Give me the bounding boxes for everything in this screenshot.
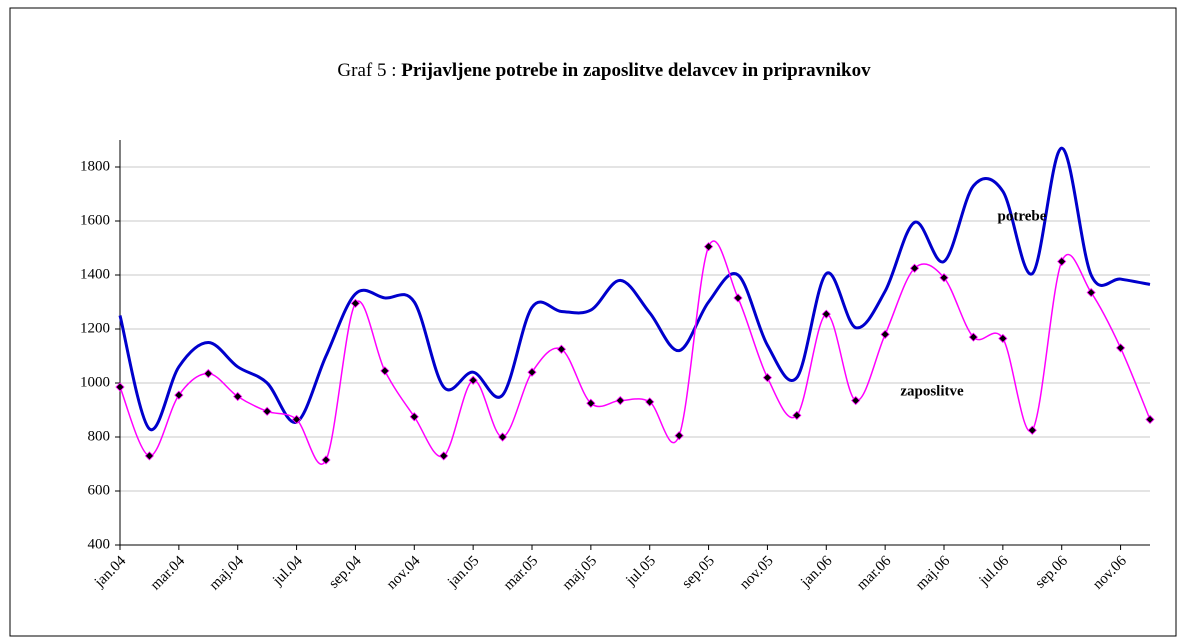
series-label: potrebe: [998, 208, 1047, 224]
y-tick-label: 1400: [80, 266, 110, 282]
data-marker: [615, 395, 625, 406]
title-main: Prijavljene potrebe in zaposlitve delavc…: [401, 60, 871, 81]
data-marker: [468, 375, 478, 385]
data-marker: [292, 414, 302, 425]
data-marker: [762, 373, 772, 383]
data-marker: [968, 332, 978, 342]
data-marker: [851, 395, 861, 406]
data-marker: [674, 431, 684, 441]
y-tick-label: 1000: [80, 374, 110, 390]
data-marker: [350, 298, 360, 308]
data-marker: [1145, 414, 1155, 425]
chart-title: Graf 5 : Prijavljene potrebe in zaposlit…: [337, 60, 871, 81]
data-marker: [439, 451, 449, 461]
data-marker: [115, 382, 125, 392]
data-marker: [821, 309, 831, 319]
series-label: zaposlitve: [900, 383, 964, 399]
data-marker: [174, 390, 184, 400]
title-prefix: Graf 5 :: [337, 60, 396, 81]
data-marker: [144, 451, 154, 461]
data-marker: [1057, 256, 1067, 267]
data-marker: [380, 366, 390, 376]
y-tick-label: 1800: [80, 158, 110, 174]
data-marker: [704, 242, 714, 252]
data-marker: [262, 406, 272, 416]
data-marker: [527, 367, 537, 377]
data-marker: [233, 391, 243, 402]
series-line: [119, 240, 1151, 465]
data-marker: [556, 344, 566, 354]
data-marker: [203, 368, 213, 379]
data-marker: [1027, 425, 1037, 435]
data-marker: [409, 412, 419, 422]
data-marker: [939, 273, 949, 283]
y-tick-label: 400: [88, 536, 111, 552]
data-marker: [880, 329, 890, 339]
y-tick-label: 1200: [80, 320, 110, 336]
data-marker: [910, 263, 920, 273]
data-marker: [321, 455, 331, 465]
data-marker: [1086, 287, 1096, 298]
y-tick-label: 800: [88, 428, 111, 444]
data-marker: [998, 333, 1008, 344]
data-marker: [586, 398, 596, 408]
data-marker: [645, 397, 655, 407]
y-tick-label: 1600: [80, 212, 110, 228]
y-tick-label: 600: [88, 482, 111, 498]
data-marker: [498, 432, 508, 442]
data-marker: [733, 293, 743, 303]
chart-frame: [9, 7, 1177, 637]
data-marker: [1116, 343, 1126, 353]
data-marker: [792, 410, 802, 420]
